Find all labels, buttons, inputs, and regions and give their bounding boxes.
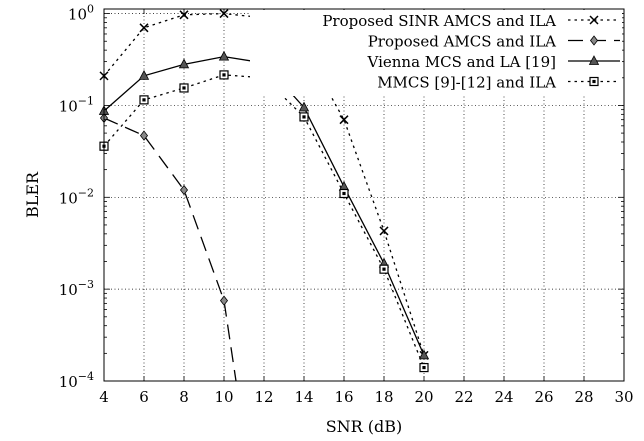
legend: Proposed SINR AMCS and ILA Proposed AMCS …	[250, 10, 622, 96]
data-point	[179, 184, 189, 196]
x-tick-label: 20	[414, 388, 433, 406]
x-axis-label: SNR (dB)	[326, 417, 403, 436]
data-point	[379, 226, 389, 236]
legend-background	[250, 10, 622, 96]
data-point	[218, 50, 230, 61]
plot-frame	[103, 8, 625, 382]
y-tick-label: 10−4	[59, 370, 94, 391]
legend-marker	[589, 76, 599, 87]
data-point	[418, 349, 430, 360]
x-tick-label: 14	[294, 388, 313, 406]
y-tick-label: 10−3	[59, 278, 94, 299]
data-point	[339, 188, 349, 199]
data-point	[139, 95, 149, 105]
x-tick-label: 6	[139, 388, 149, 406]
x-tick-label: 4	[99, 388, 109, 406]
data-point	[138, 69, 150, 80]
y-tick-label: 10−1	[59, 94, 94, 115]
data-point	[178, 58, 190, 69]
series-line	[103, 74, 425, 368]
legend-marker	[589, 35, 599, 46]
x-tick-label: 8	[179, 388, 189, 406]
data-point	[419, 362, 429, 373]
x-tick-label: 24	[494, 388, 513, 406]
x-tick-label: 28	[574, 388, 593, 406]
x-tick-label: 16	[334, 388, 353, 406]
x-tick-label: 22	[454, 388, 473, 406]
data-point	[339, 115, 349, 125]
legend-label: MMCS [9]-[12] and ILA	[377, 74, 556, 92]
data-point	[139, 23, 149, 33]
data-point	[179, 83, 189, 93]
data-point	[219, 295, 229, 306]
x-tick-label: 10	[214, 388, 233, 406]
x-tick-label: 18	[374, 388, 393, 406]
data-point	[379, 264, 389, 274]
legend-marker	[588, 55, 600, 65]
x-tick-label: 26	[534, 388, 553, 406]
legend-label: Vienna MCS and LA [19]	[367, 53, 556, 71]
axis-layer: 4 6 8 10 12 14 16 18 20 22 24 26 28 30 100 10−1 10−2 10−3…	[59, 3, 634, 406]
series-line	[103, 117, 237, 382]
data-point	[179, 10, 189, 20]
legend-marker	[589, 15, 599, 25]
x-tick-label: 12	[254, 388, 273, 406]
legend-label: Proposed AMCS and ILA	[368, 33, 556, 51]
data-point	[219, 70, 229, 80]
x-tick-label: 30	[614, 388, 633, 406]
data-point	[139, 130, 149, 141]
y-tick-label: 10−2	[59, 186, 94, 207]
data-point	[298, 101, 310, 112]
legend-label: Proposed SINR AMCS and ILA	[322, 12, 556, 30]
data-point	[299, 112, 309, 122]
marker-layer	[98, 9, 430, 373]
y-axis-label: BLER	[23, 171, 42, 218]
y-tick-label: 100	[68, 3, 94, 24]
